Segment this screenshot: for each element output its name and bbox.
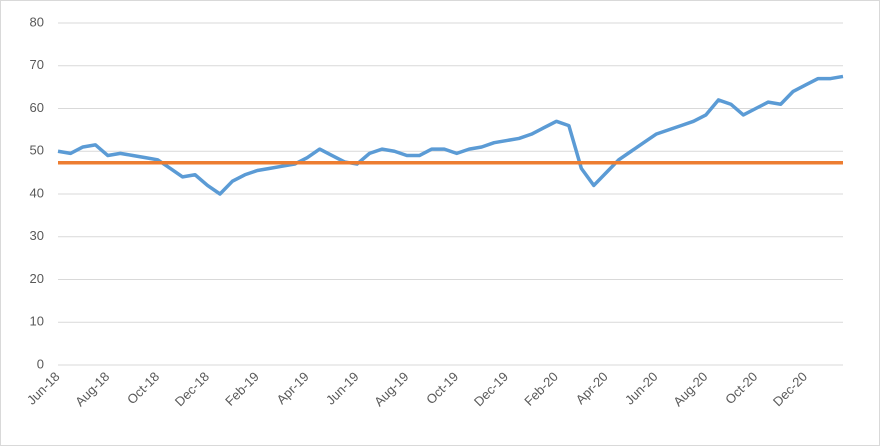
y-tick-label: 30: [30, 228, 44, 243]
y-tick-label: 60: [30, 100, 44, 115]
y-tick-label: 80: [30, 14, 44, 29]
y-tick-label: 20: [30, 271, 44, 286]
y-tick-label: 0: [37, 356, 44, 371]
y-tick-label: 50: [30, 143, 44, 158]
line-series: [57, 74, 844, 196]
y-tick-label: 10: [30, 314, 44, 329]
y-tick-label: 70: [30, 57, 44, 72]
y-tick-label: 40: [30, 185, 44, 200]
